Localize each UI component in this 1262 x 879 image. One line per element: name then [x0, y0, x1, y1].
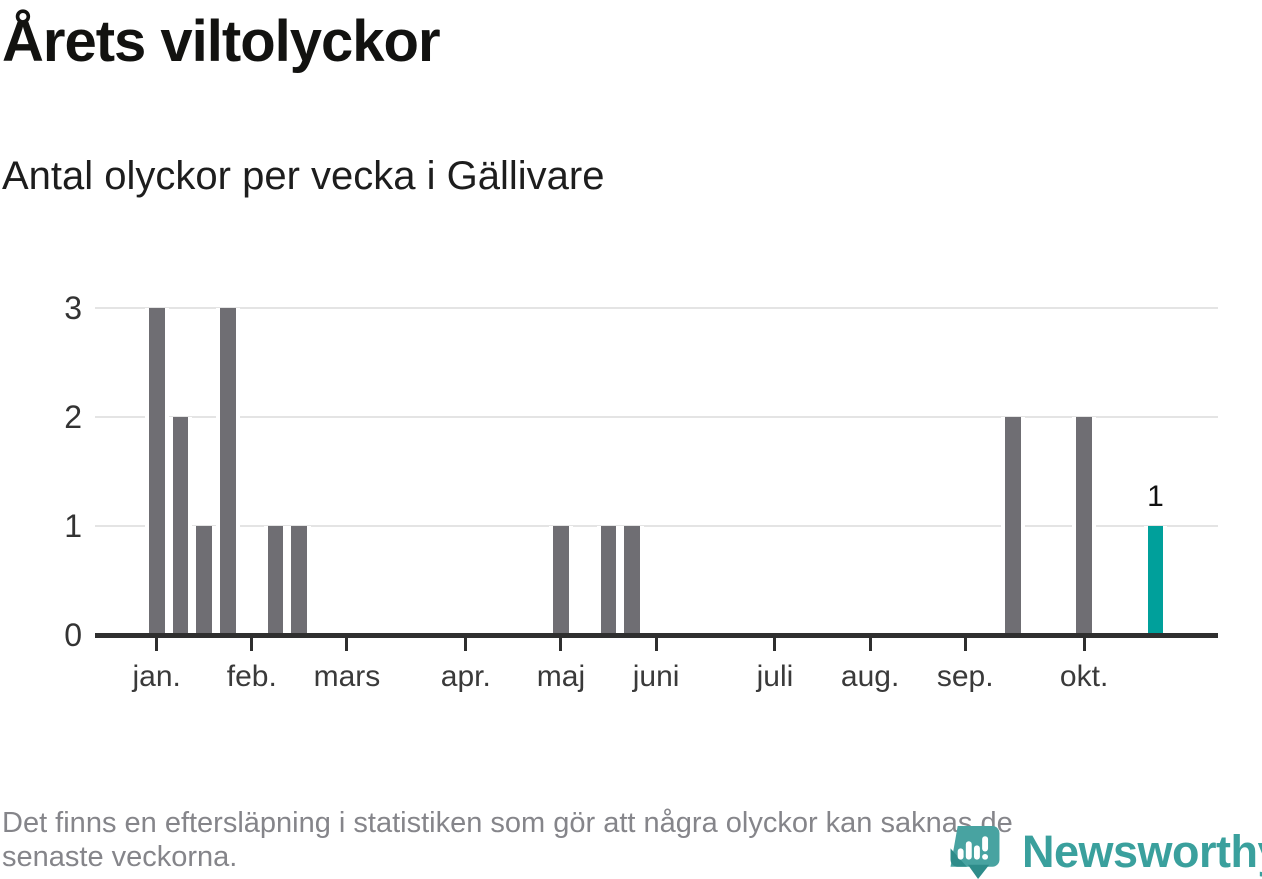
y-axis-label-2: 2 [64, 399, 82, 435]
x-axis-tick-mars [345, 636, 349, 651]
x-axis-tick-juli [773, 636, 777, 651]
bar-week-20 [596, 526, 621, 635]
x-axis-label-jan: jan. [132, 660, 181, 693]
x-axis-tick-juni [654, 636, 658, 651]
highlight-bar-week-43 [1143, 526, 1168, 635]
x-axis-tick-sep [963, 636, 967, 651]
chart-subtitle: Antal olyckor per vecka i Gällivare [2, 154, 605, 198]
y-axis-label-3: 3 [64, 290, 82, 326]
bar-week-37 [1000, 417, 1025, 635]
x-axis-label-maj: maj [536, 660, 586, 693]
footnote-line-1: Det finns en eftersläpning i statistiken… [2, 807, 1013, 839]
bar-week-1 [144, 308, 169, 635]
bar-value-label: 1 [1147, 480, 1164, 513]
newsworthy-wordmark: Newsworthy [1022, 826, 1262, 877]
x-axis-label-sep: sep. [936, 660, 994, 693]
bar-week-40 [1072, 417, 1097, 635]
x-axis-tick-okt [1082, 636, 1086, 651]
bar-week-6 [263, 526, 288, 635]
x-axis-tick-feb [250, 636, 254, 651]
x-axis-tick-apr [464, 636, 468, 651]
bar-week-7 [287, 526, 312, 635]
chart-title: Årets viltolyckor [2, 9, 441, 74]
x-axis-tick-aug [868, 636, 872, 651]
x-axis-label-feb: feb. [226, 660, 277, 693]
gridline-y1 [95, 525, 1218, 527]
x-axis-label-juni: juni [632, 660, 680, 693]
bar-week-21 [620, 526, 645, 635]
y-axis-label-1: 1 [64, 508, 82, 544]
x-axis-line [95, 633, 1218, 638]
footnote: Det finns en eftersläpning i statistiken… [2, 806, 1254, 874]
x-axis-tick-jan [155, 636, 159, 651]
footnote-line-2: senaste veckorna. [2, 841, 238, 873]
x-axis-tick-maj [559, 636, 563, 651]
x-axis-label-mars: mars [313, 660, 381, 693]
bar-week-4 [216, 308, 240, 635]
x-axis-label-okt: okt. [1059, 660, 1109, 693]
bar-week-2 [168, 417, 193, 635]
newsworthy-logo: Newsworthy [950, 826, 1262, 879]
bar-week-18 [549, 526, 573, 635]
x-axis-label-aug: aug. [840, 660, 900, 693]
gridline-y3 [95, 307, 1218, 309]
x-axis-label-apr: apr. [440, 660, 491, 693]
x-axis-label-juli: juli [756, 660, 794, 693]
bar-week-3 [192, 526, 217, 635]
newsworthy-speech-bubble-icon [950, 826, 1000, 879]
y-axis-label-0: 0 [64, 617, 82, 653]
gridline-y2 [95, 416, 1218, 418]
